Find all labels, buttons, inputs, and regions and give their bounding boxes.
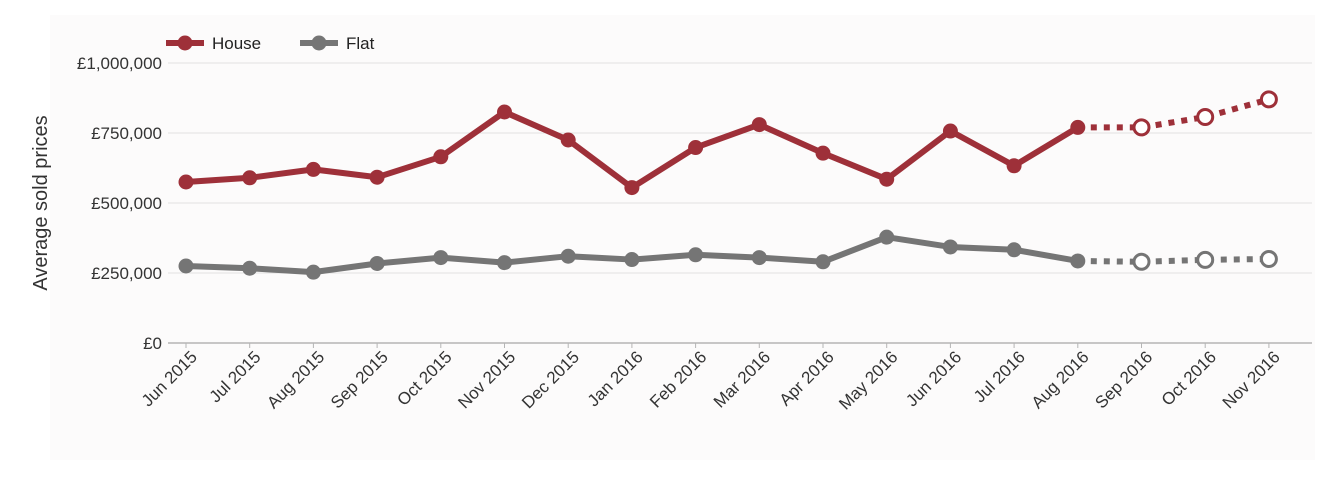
forecast-point [1259,250,1278,268]
data-point [942,239,958,255]
data-point [433,149,449,165]
y-tick-label: £750,000 [91,124,162,143]
data-point [560,248,576,264]
data-point [624,180,640,196]
plot-background [50,15,1315,460]
data-point [879,229,895,245]
legend-label: House [212,34,261,53]
data-point [1070,119,1086,135]
data-point [369,169,385,185]
forecast-line-flat [1077,256,1269,265]
forecast-point [1259,90,1278,109]
data-point [497,255,512,271]
forecast-point [1196,250,1215,269]
data-point [1006,158,1022,174]
series-lines [178,90,1278,280]
data-point [624,252,640,268]
data-point [497,104,512,120]
data-point [751,250,767,266]
y-axis-ticks: £0 £250,000 £500,000 £750,000 £1,000,000 [77,54,162,353]
data-point [178,258,194,274]
series-flat [178,229,1278,280]
legend-marker [311,35,327,51]
data-point [879,171,895,187]
data-point [1070,253,1086,269]
series-house [178,90,1278,196]
data-point [178,174,194,190]
y-tick-label: £1,000,000 [77,54,162,73]
data-point [305,161,321,177]
data-point [433,250,449,266]
data-point [688,140,704,156]
data-point [242,170,258,186]
y-tick-label: £0 [143,334,162,353]
forecast-point [1196,108,1215,127]
data-point [688,247,704,263]
gridlines [168,62,1312,344]
legend: House Flat [166,34,375,53]
data-point [751,117,767,133]
forecast-point [1132,252,1151,271]
data-point [305,264,321,280]
forecast-point [1132,118,1151,137]
legend-item-house: House [166,34,261,53]
data-point [1006,242,1022,258]
data-point [815,145,831,161]
y-axis-label: Average sold prices [30,115,52,290]
y-tick-label: £500,000 [91,194,162,213]
legend-marker [177,35,193,51]
data-point [242,260,258,276]
forecast-line-house [1077,96,1270,131]
y-tick-label: £250,000 [91,264,162,283]
data-point [815,254,831,270]
legend-label: Flat [346,34,375,53]
data-point [942,123,958,139]
data-point [560,132,576,148]
data-point [369,255,385,271]
legend-item-flat: Flat [300,34,375,53]
